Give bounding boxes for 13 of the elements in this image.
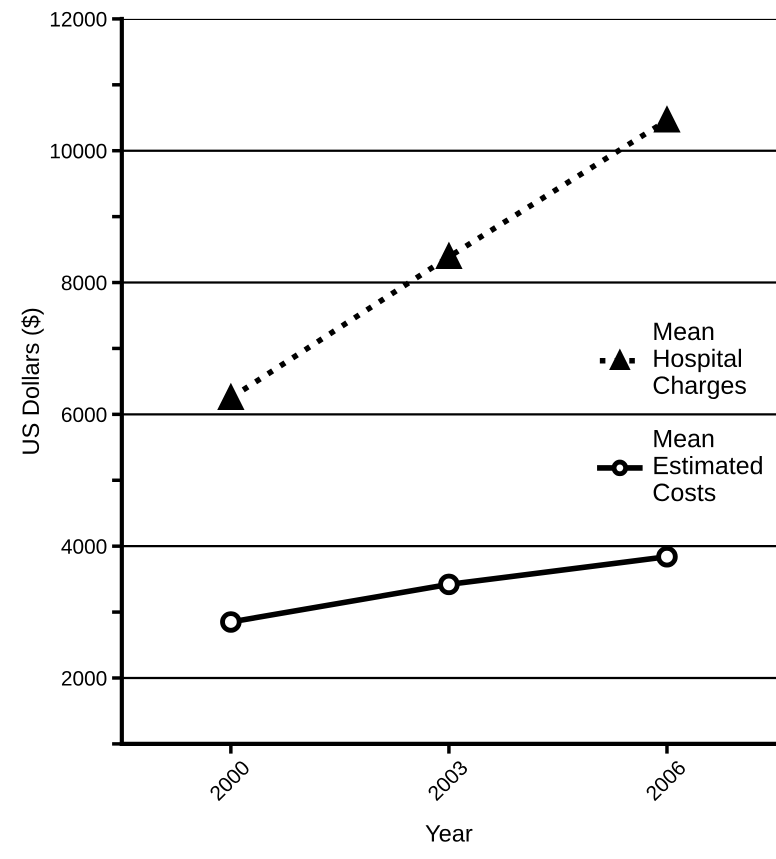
y-tick-label: 2000 bbox=[62, 670, 106, 686]
point bbox=[656, 546, 678, 568]
point bbox=[438, 574, 460, 596]
y-tick-label: 8000 bbox=[62, 276, 106, 290]
point bbox=[220, 611, 242, 633]
y-axis-title: US Dollars ($) bbox=[21, 308, 44, 454]
y-tick-label: 12000 bbox=[50, 12, 106, 27]
legend-label: Mean Hospital Charges bbox=[654, 322, 746, 400]
legend-label: Mean Estimated Costs bbox=[654, 430, 762, 502]
y-tick-label: 4000 bbox=[61, 539, 106, 554]
x-axis-title: Year bbox=[426, 825, 472, 842]
y-tick-label: 6000 bbox=[62, 407, 106, 422]
y-tick-label: 10000 bbox=[50, 144, 106, 158]
